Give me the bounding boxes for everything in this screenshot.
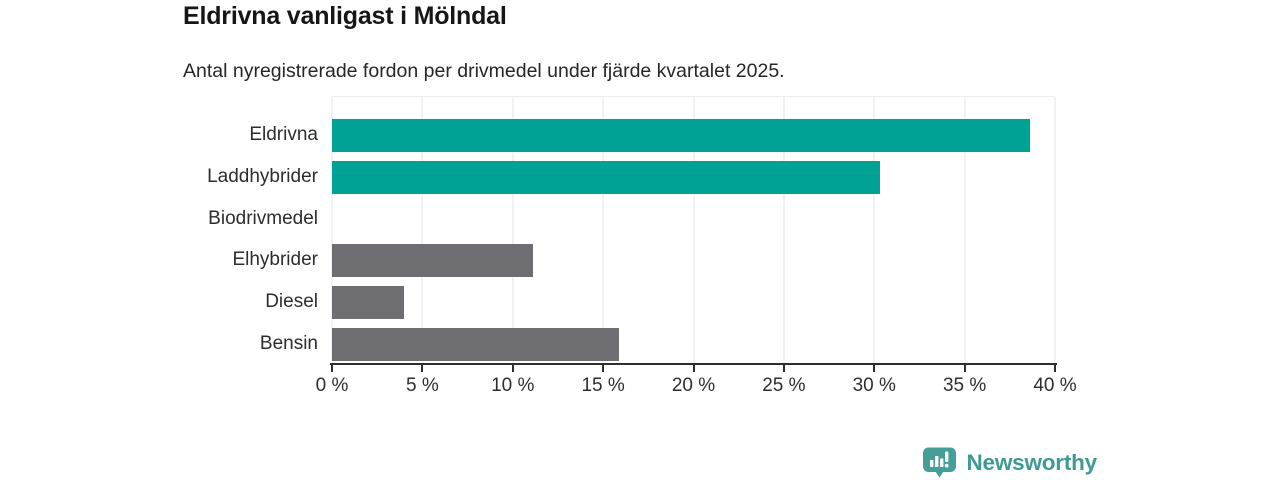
gridline bbox=[602, 97, 604, 365]
gridline bbox=[1054, 97, 1056, 365]
gridline bbox=[783, 97, 785, 365]
x-axis-tick bbox=[963, 365, 966, 372]
gridline bbox=[421, 97, 423, 365]
x-axis-tick bbox=[511, 365, 514, 372]
x-axis-tick-label: 35 % bbox=[942, 375, 987, 396]
category-label-biodrivmedel: Biodrivmedel bbox=[208, 208, 318, 229]
x-axis: 0 % 5 % 10 % 15 % 20 % 25 % 30 % 35 % 40 % bbox=[316, 363, 1077, 408]
newsworthy-brand-link[interactable]: Newsworthy bbox=[922, 446, 1097, 480]
bar-diesel bbox=[332, 286, 405, 319]
newsworthy-logo-text: Newsworthy bbox=[966, 450, 1097, 475]
gridline bbox=[512, 97, 514, 365]
gridline bbox=[331, 97, 333, 365]
x-axis-tick bbox=[873, 365, 876, 372]
bar-eldrivna bbox=[332, 119, 1030, 152]
plot-area bbox=[331, 96, 1056, 365]
gridline bbox=[873, 97, 875, 365]
x-axis-tick bbox=[782, 365, 785, 372]
x-axis-tick-label: 10 % bbox=[491, 375, 535, 396]
x-axis-tick bbox=[1054, 365, 1056, 372]
x-axis-tick-label: 5 % bbox=[406, 375, 439, 396]
x-axis-tick bbox=[602, 365, 605, 372]
x-axis-tick bbox=[692, 365, 695, 372]
category-label-bensin: Bensin bbox=[259, 333, 318, 354]
x-axis-tick-label: 40 % bbox=[1033, 375, 1077, 396]
x-axis-tick-label: 25 % bbox=[762, 375, 806, 396]
x-axis-tick-label: 0 % bbox=[315, 375, 349, 396]
newsworthy-logo-icon bbox=[923, 447, 957, 478]
category-labels: Eldrivna Laddhybrider Biodrivmedel Elhybrid… bbox=[0, 96, 318, 364]
bar-elhybrider bbox=[332, 244, 533, 277]
x-axis-tick-label: 20 % bbox=[671, 375, 716, 396]
bar-laddhybrider bbox=[332, 161, 880, 194]
x-axis-line bbox=[330, 363, 1057, 365]
category-label-elhybrider: Elhybrider bbox=[232, 249, 318, 270]
gridline bbox=[693, 97, 694, 365]
x-axis-tick-label: 30 % bbox=[852, 375, 896, 396]
category-label-eldrivna: Eldrivna bbox=[249, 124, 318, 145]
x-axis-tick-label: 15 % bbox=[581, 375, 625, 396]
category-label-laddhybrider: Laddhybrider bbox=[207, 166, 318, 187]
chart-subtitle: Antal nyregistrerade fordon per drivmede… bbox=[183, 60, 785, 82]
bar-bensin bbox=[332, 328, 620, 361]
x-axis-tick bbox=[421, 365, 424, 372]
category-label-diesel: Diesel bbox=[265, 291, 318, 312]
chart-title: Eldrivna vanligast i Mölndal bbox=[183, 2, 507, 30]
x-axis-tick bbox=[331, 365, 333, 372]
gridline bbox=[964, 97, 966, 365]
